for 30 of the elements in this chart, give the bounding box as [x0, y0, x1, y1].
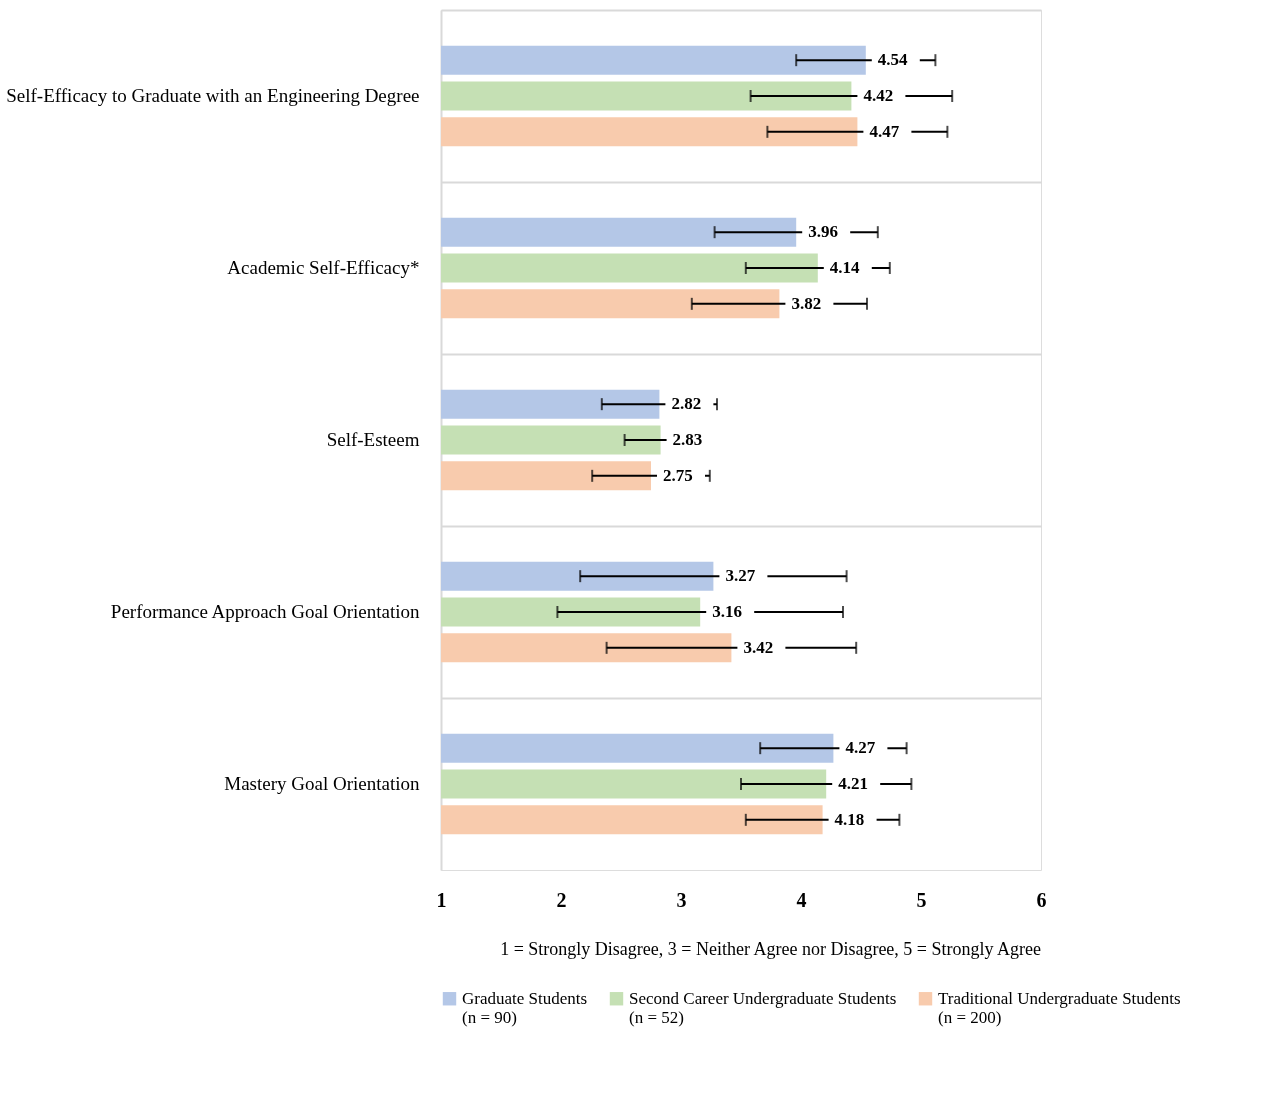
y-tick-label: Mastery Goal Orientation — [224, 773, 420, 794]
data-label: 4.54 — [877, 50, 909, 70]
y-tick-label: Self-Efficacy to Graduate with an Engineering Degree — [6, 85, 420, 106]
y-tick-label: Academic Self-Efficacy* — [227, 257, 420, 278]
data-label: 3.96 — [808, 222, 838, 242]
x-tick-label: 4 — [796, 888, 807, 911]
data-label: 4.14 — [829, 258, 861, 277]
x-tick-label: 5 — [916, 888, 927, 911]
x-tick-label: 1 — [436, 888, 447, 911]
legend-label: Graduate Students (n = 90) — [462, 988, 588, 1027]
data-label: 4.18 — [834, 809, 865, 829]
data-label: 2.83 — [672, 430, 703, 449]
x-tick-label: 6 — [1036, 888, 1047, 911]
legend-label: Second Career Undergraduate Students (n = 52) — [629, 988, 897, 1027]
data-label: 4.42 — [863, 86, 894, 105]
data-label: 3.16 — [712, 602, 742, 621]
data-label: 3.42 — [743, 637, 774, 657]
data-label: 4.47 — [869, 121, 900, 141]
data-label: 2.75 — [663, 465, 693, 485]
data-label: 4.21 — [838, 774, 868, 793]
text: 1 = Strongly Disagree, 3 = Neither Agree nor Disagree, 5 = Strongly Agree — [500, 939, 1042, 959]
y-tick-label: Performance Approach Goal Orientation — [110, 601, 420, 622]
data-label: 3.27 — [725, 566, 756, 586]
data-label: 3.82 — [791, 293, 822, 313]
data-label: 4.27 — [845, 738, 876, 758]
x-tick-label: 2 — [556, 888, 567, 911]
legend-label: Traditional Undergraduate Students (n = 200) — [938, 988, 1181, 1027]
data-label: 2.82 — [671, 394, 702, 414]
y-tick-label: Self-Esteem — [326, 429, 420, 450]
x-tick-label: 3 — [676, 888, 687, 911]
